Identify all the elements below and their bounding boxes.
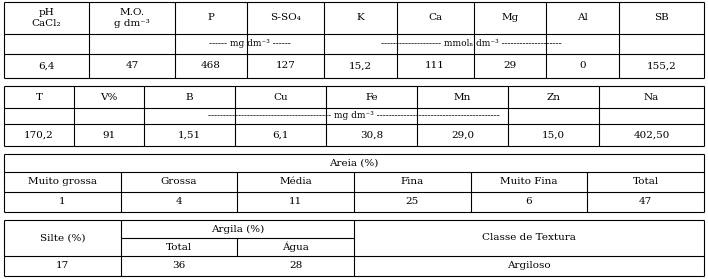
Text: 1,51: 1,51 xyxy=(178,131,201,140)
Text: 6,1: 6,1 xyxy=(273,131,289,140)
Text: Al: Al xyxy=(577,13,588,23)
Text: S-SO₄: S-SO₄ xyxy=(270,13,301,23)
Text: Água: Água xyxy=(282,242,309,252)
Text: K: K xyxy=(357,13,365,23)
Text: 402,50: 402,50 xyxy=(634,131,670,140)
Text: Grossa: Grossa xyxy=(161,177,198,186)
Text: 25: 25 xyxy=(406,198,419,206)
Text: Total: Total xyxy=(632,177,658,186)
Text: Total: Total xyxy=(166,242,192,251)
Text: 17: 17 xyxy=(56,261,69,271)
Text: 15,0: 15,0 xyxy=(542,131,565,140)
Text: Muito grossa: Muito grossa xyxy=(28,177,97,186)
Text: Silte (%): Silte (%) xyxy=(40,234,85,242)
Text: 6: 6 xyxy=(525,198,532,206)
Text: ------ mg dm⁻³ ------: ------ mg dm⁻³ ------ xyxy=(209,40,290,49)
Text: T: T xyxy=(35,93,42,102)
Text: -------------------- mmolₙ dm⁻³ --------------------: -------------------- mmolₙ dm⁻³ --------… xyxy=(381,40,561,49)
Text: Fina: Fina xyxy=(401,177,424,186)
Text: M.O.
g dm⁻³: M.O. g dm⁻³ xyxy=(114,8,150,28)
Text: 170,2: 170,2 xyxy=(24,131,54,140)
Text: 111: 111 xyxy=(426,61,445,71)
Text: B: B xyxy=(185,93,193,102)
Text: V%: V% xyxy=(101,93,118,102)
Text: Cu: Cu xyxy=(273,93,288,102)
Text: Média: Média xyxy=(279,177,312,186)
Text: Argila (%): Argila (%) xyxy=(211,224,264,234)
Text: 47: 47 xyxy=(639,198,652,206)
Text: Ca: Ca xyxy=(428,13,442,23)
Text: Muito Fina: Muito Fina xyxy=(501,177,558,186)
Text: 4: 4 xyxy=(176,198,183,206)
Text: SB: SB xyxy=(654,13,668,23)
Text: 15,2: 15,2 xyxy=(349,61,372,71)
Text: 30,8: 30,8 xyxy=(360,131,383,140)
Text: 36: 36 xyxy=(172,261,185,271)
Text: pH
CaCl₂: pH CaCl₂ xyxy=(32,8,62,28)
Text: 0: 0 xyxy=(579,61,586,71)
Text: 28: 28 xyxy=(289,261,302,271)
Text: Mg: Mg xyxy=(501,13,518,23)
Text: Argiloso: Argiloso xyxy=(507,261,551,271)
Text: Na: Na xyxy=(644,93,659,102)
Text: 6,4: 6,4 xyxy=(38,61,55,71)
Text: 11: 11 xyxy=(289,198,302,206)
Text: Areia (%): Areia (%) xyxy=(329,158,379,167)
Text: Mn: Mn xyxy=(454,93,472,102)
Text: Fe: Fe xyxy=(365,93,378,102)
Text: 127: 127 xyxy=(276,61,296,71)
Text: 29,0: 29,0 xyxy=(451,131,474,140)
Text: 155,2: 155,2 xyxy=(646,61,676,71)
Text: P: P xyxy=(207,13,215,23)
Text: 91: 91 xyxy=(103,131,115,140)
Text: 468: 468 xyxy=(201,61,221,71)
Text: ----------------------------------------- mg dm⁻³ ------------------------------: ----------------------------------------… xyxy=(208,112,500,121)
Text: 47: 47 xyxy=(125,61,139,71)
Text: 1: 1 xyxy=(59,198,66,206)
Text: 29: 29 xyxy=(503,61,516,71)
Text: Classe de Textura: Classe de Textura xyxy=(482,234,576,242)
Text: Zn: Zn xyxy=(547,93,561,102)
